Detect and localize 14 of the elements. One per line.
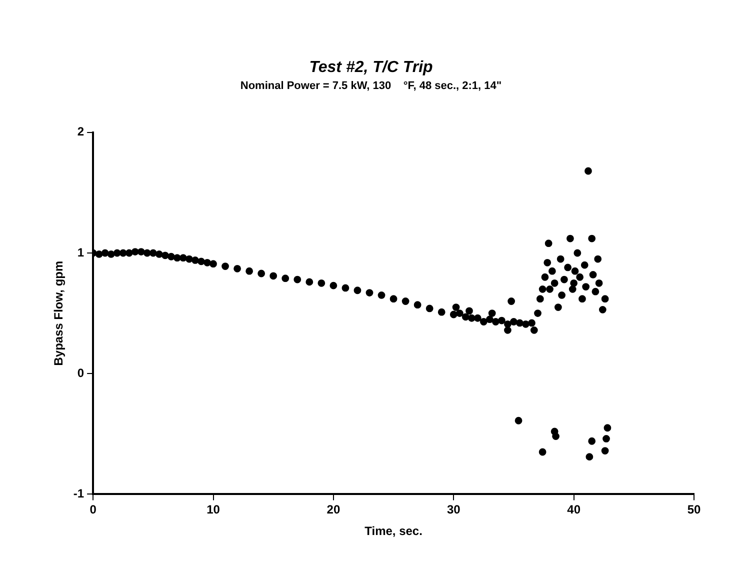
x-tick-label: 50 bbox=[687, 502, 701, 517]
x-tick-label: 10 bbox=[206, 502, 220, 517]
chart-subtitle: Nominal Power = 7.5 kW, 130 °F, 48 sec., 2:1, 14" bbox=[240, 80, 502, 92]
y-tick-label: 1 bbox=[77, 245, 84, 260]
y-tick-label: 2 bbox=[77, 124, 84, 139]
x-axis-title: Time, sec. bbox=[364, 524, 422, 538]
x-tick-label: 40 bbox=[567, 502, 581, 517]
x-tick-label: 20 bbox=[326, 502, 340, 517]
x-tick-label: 0 bbox=[90, 502, 97, 517]
y-axis-title: Bypass Flow, gpm bbox=[52, 260, 66, 366]
y-tick-label: 0 bbox=[77, 366, 84, 380]
y-tick-label: -1 bbox=[73, 486, 84, 501]
x-tick-label: 30 bbox=[446, 502, 461, 517]
chart-title: Test #2, T/C Trip bbox=[309, 59, 434, 76]
